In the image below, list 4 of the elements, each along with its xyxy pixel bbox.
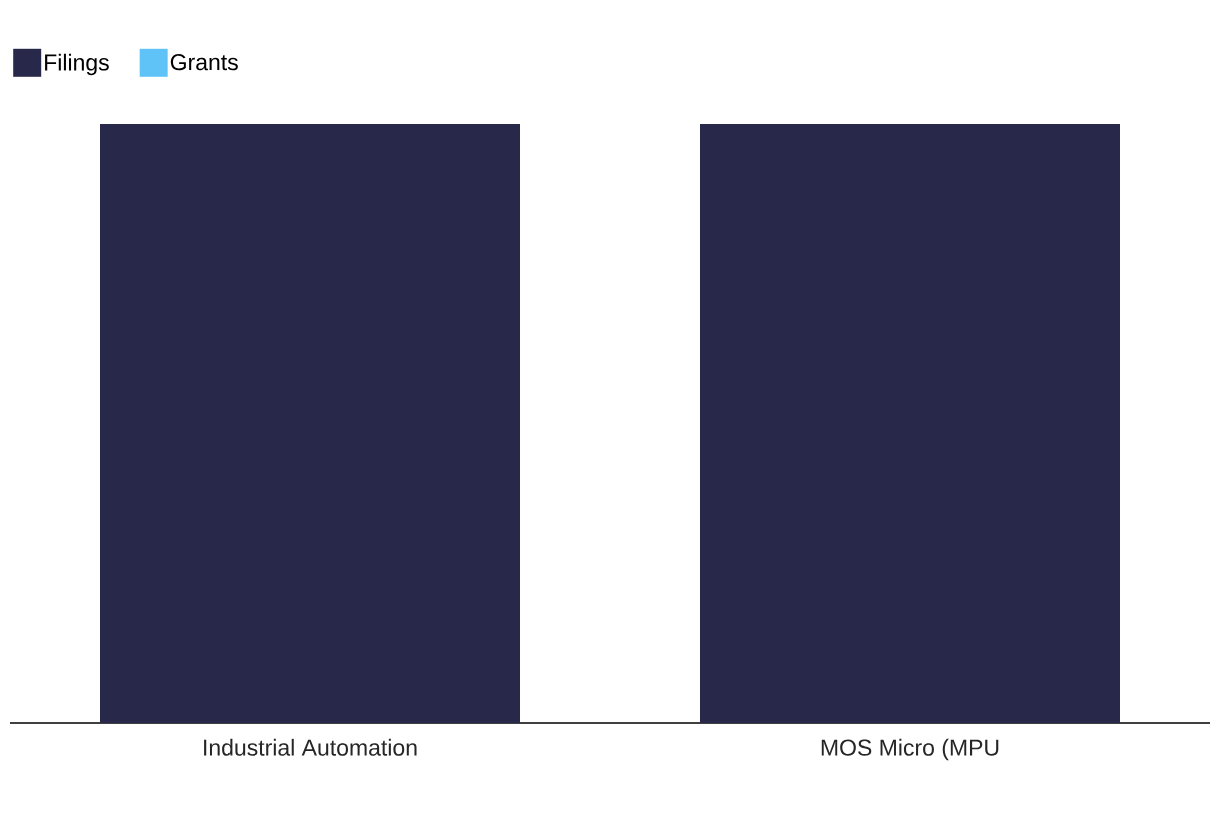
legend-label: Grants xyxy=(170,54,238,71)
x-tick-label: MOS Micro (MPU xyxy=(821,738,999,761)
x-tick-label: Industrial Automation xyxy=(204,738,417,756)
legend-label: Filings xyxy=(45,53,109,76)
